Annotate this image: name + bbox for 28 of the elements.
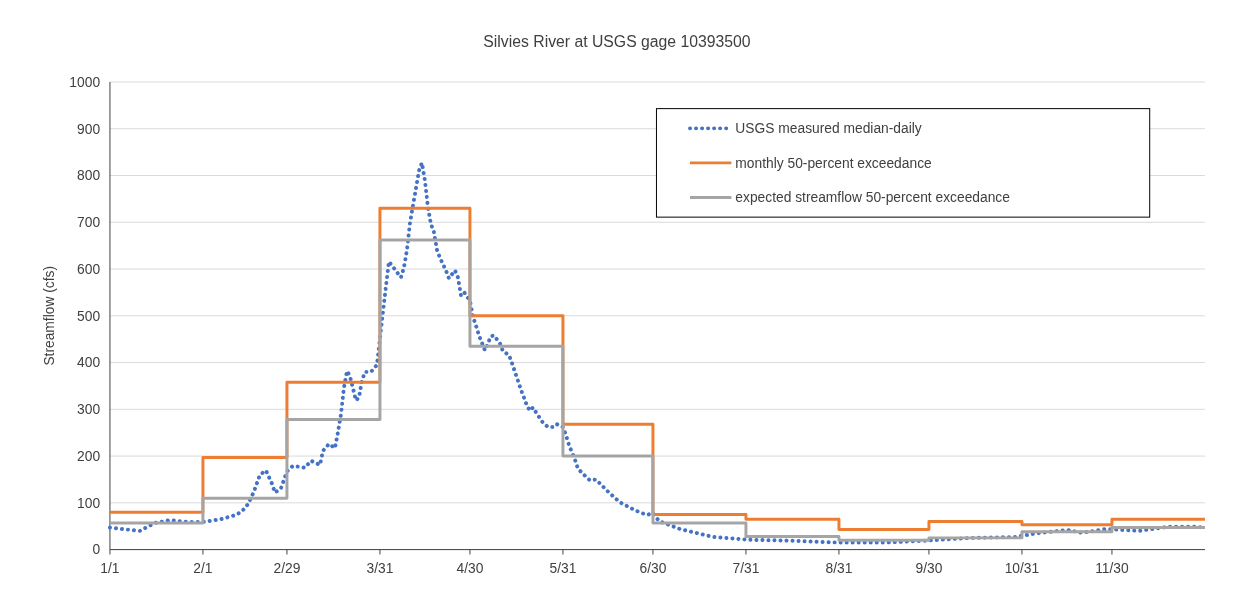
legend-label: expected streamflow 50-percent exceedance xyxy=(735,189,1011,206)
y-axis-title: Streamflow (cfs) xyxy=(40,265,57,366)
y-tick-label: 300 xyxy=(77,401,101,418)
y-tick-label: 200 xyxy=(77,447,101,464)
chart-title: Silvies River at USGS gage 10393500 xyxy=(483,33,751,51)
x-tick-label: 2/29 xyxy=(273,560,301,577)
x-tick-label: 1/1 xyxy=(100,560,120,577)
y-tick-label: 0 xyxy=(92,541,101,558)
y-tick-label: 500 xyxy=(77,307,101,324)
y-tick-label: 600 xyxy=(77,260,101,277)
y-tick-label: 100 xyxy=(77,494,101,511)
y-tick-label: 800 xyxy=(77,167,101,184)
x-tick-label: 7/31 xyxy=(732,560,760,577)
x-tick-label: 3/31 xyxy=(366,560,394,577)
x-tick-label: 4/30 xyxy=(456,560,484,577)
x-tick-label: 9/30 xyxy=(915,560,943,577)
y-tick-label: 400 xyxy=(77,354,101,371)
x-tick-label: 8/31 xyxy=(825,560,853,577)
x-tick-label: 2/1 xyxy=(193,560,213,577)
x-tick-label: 6/30 xyxy=(639,560,667,577)
y-tick-label: 700 xyxy=(77,214,101,231)
legend-label: monthly 50-percent exceedance xyxy=(735,154,933,171)
x-tick-label: 5/31 xyxy=(549,560,577,577)
legend-label: USGS measured median-daily xyxy=(735,120,922,137)
x-tick-label: 10/31 xyxy=(1004,560,1040,577)
y-tick-label: 1000 xyxy=(69,73,101,90)
x-tick-label: 11/30 xyxy=(1095,560,1130,577)
y-tick-label: 900 xyxy=(77,120,101,137)
